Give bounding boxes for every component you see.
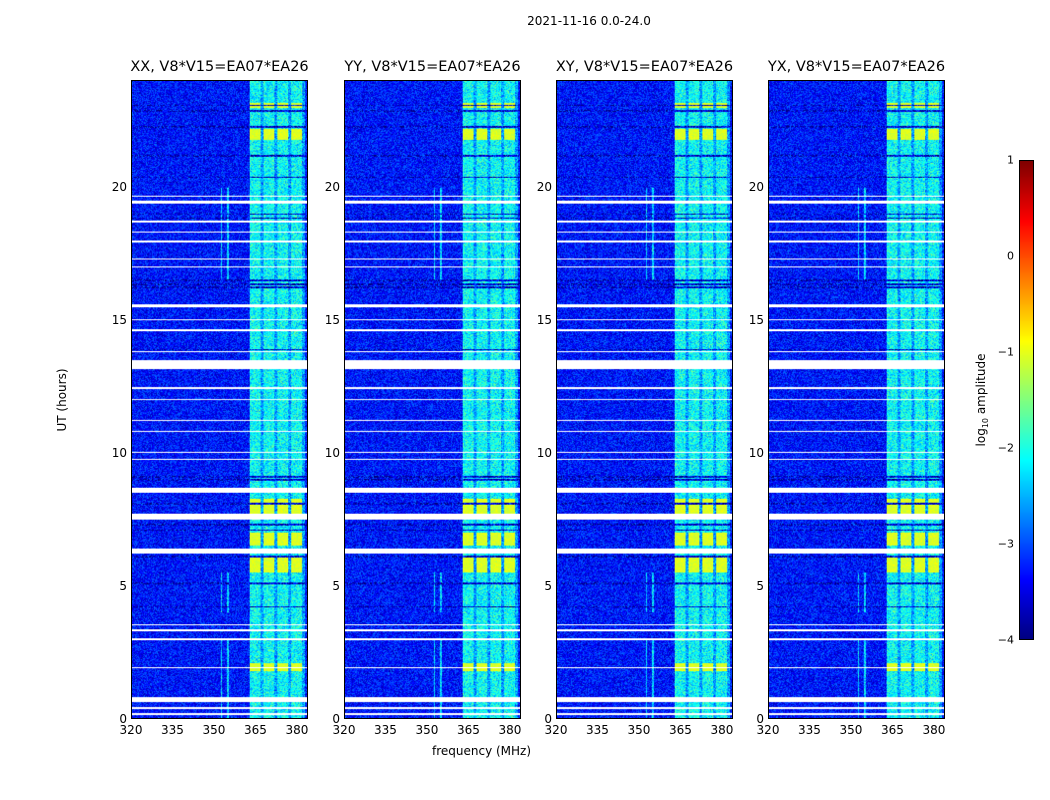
colorbar-tick-label: −1 — [997, 345, 1014, 359]
x-tick-label: 365 — [669, 723, 692, 737]
x-tick-label: 350 — [415, 723, 439, 737]
panel-title: XY, V8*V15=EA07*EA26 — [555, 59, 734, 75]
panel-xx: XX, V8*V15=EA07*EA26 0 5 10 15 20 320 335 350 365… — [112, 59, 309, 737]
heatmap-3 — [768, 80, 945, 719]
y-tick-label: 5 — [544, 578, 552, 593]
x-tick-label: 320 — [756, 723, 780, 737]
y-tick-label: 5 — [756, 578, 764, 593]
colorbar-tick-label: 0 — [1007, 249, 1014, 263]
colorbar-tick-label: −3 — [997, 537, 1014, 551]
y-tick-label: 20 — [111, 179, 127, 194]
x-tick-label: 320 — [544, 723, 568, 737]
y-tick-label: 20 — [748, 179, 764, 194]
x-tick-label: 320 — [119, 723, 143, 737]
panel-yx: YX, V8*V15=EA07*EA26 0 5 10 15 20 320 335 350 365… — [749, 59, 946, 737]
y-axis-label: UT (hours) — [55, 368, 69, 432]
colorbar-tick-label: 1 — [1007, 153, 1014, 167]
y-tick-label: 15 — [536, 312, 552, 327]
x-tick-label: 335 — [161, 723, 184, 737]
y-tick-label: 10 — [536, 445, 552, 460]
colorbar-label: log10 amplitude — [973, 353, 991, 447]
x-tick-label: 380 — [922, 723, 946, 737]
figure-title: 2021-11-16 0.0-24.0 — [527, 14, 651, 28]
x-tick-label: 380 — [285, 723, 309, 737]
x-tick-label: 350 — [839, 723, 863, 737]
x-tick-label: 335 — [374, 723, 397, 737]
y-tick-label: 5 — [332, 578, 340, 593]
x-tick-label: 365 — [244, 723, 267, 737]
colorbar — [1019, 160, 1034, 640]
y-tick-label: 0 — [544, 712, 552, 726]
y-tick-label: 0 — [119, 712, 127, 726]
x-tick-label: 380 — [498, 723, 522, 737]
x-axis-label: frequency (MHz) — [432, 744, 532, 758]
y-tick-label: 10 — [111, 445, 127, 460]
y-tick-label: 0 — [756, 712, 764, 726]
heatmap-1 — [344, 80, 521, 719]
colorbar-tick-label: −4 — [997, 633, 1014, 647]
x-tick-label: 380 — [710, 723, 734, 737]
x-tick-label: 365 — [457, 723, 480, 737]
heatmap-0 — [131, 80, 308, 719]
panel-title: YX, V8*V15=EA07*EA26 — [767, 59, 946, 75]
x-tick-label: 365 — [881, 723, 904, 737]
panel-title: XX, V8*V15=EA07*EA26 — [130, 59, 309, 75]
x-tick-label: 335 — [586, 723, 609, 737]
y-tick-label: 15 — [324, 312, 340, 327]
y-tick-label: 20 — [536, 179, 552, 194]
y-tick-label: 15 — [111, 312, 127, 327]
colorbar-tick-label: −2 — [997, 441, 1014, 455]
panel-title: YY, V8*V15=EA07*EA26 — [344, 59, 521, 75]
y-tick-label: 0 — [332, 712, 340, 726]
heatmap-2 — [556, 80, 733, 719]
y-tick-label: 10 — [324, 445, 340, 460]
x-tick-label: 335 — [798, 723, 821, 737]
y-tick-label: 5 — [119, 578, 127, 593]
panel-yy: YY, V8*V15=EA07*EA26 0 5 10 15 20 320 335 350 365… — [325, 59, 522, 737]
y-tick-label: 10 — [748, 445, 764, 460]
panel-xy: XY, V8*V15=EA07*EA26 0 5 10 15 20 320 335 350 365… — [537, 59, 734, 737]
y-tick-label: 15 — [748, 312, 764, 327]
x-tick-label: 350 — [202, 723, 226, 737]
y-tick-label: 20 — [324, 179, 340, 194]
x-tick-label: 320 — [332, 723, 356, 737]
x-tick-label: 350 — [627, 723, 651, 737]
